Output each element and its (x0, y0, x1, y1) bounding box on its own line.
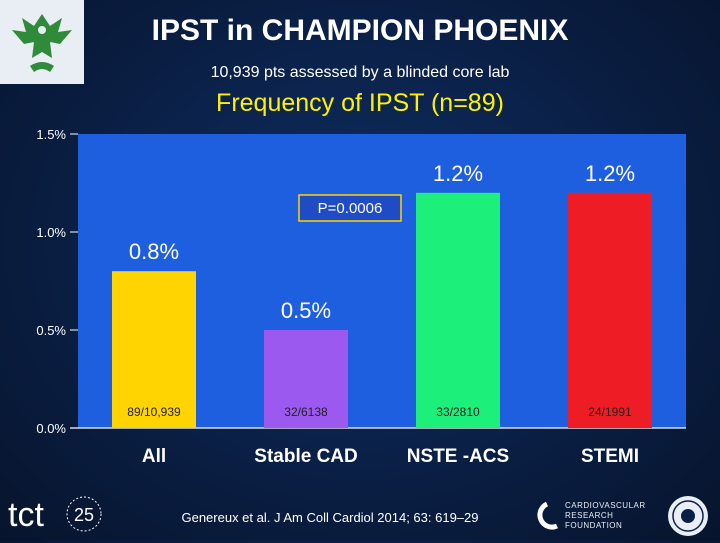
crf-line-1: CARDIOVASCULAR (565, 501, 646, 510)
bar-value-label: 0.8% (129, 239, 179, 264)
bar-chart: 0.0% 0.5% 1.0% 1.5% 0.8% 0.5% 1.2% 1.2% 89/10,… (36, 127, 686, 467)
y-tick-label: 1.0% (36, 225, 66, 240)
bar (568, 192, 652, 428)
y-tick-label: 0.5% (36, 323, 66, 338)
p-value-text: P=0.0006 (318, 200, 383, 217)
tct-logo-text: tct (8, 496, 44, 534)
annotation-box (298, 194, 402, 222)
crf-line-2: RESEARCH (565, 511, 613, 520)
y-tick-label: 1.5% (36, 127, 66, 142)
bar-count-label: 32/6138 (284, 405, 328, 419)
bar-count-label: 24/1991 (588, 405, 632, 419)
bar-value-label: 1.2% (585, 161, 635, 186)
seal-icon (666, 494, 710, 538)
slide-subtitle: 10,939 pts assessed by a blinded core la… (210, 64, 510, 81)
p-value-annotation: P=0.0006 (298, 194, 402, 222)
bar-count-label: 89/10,939 (127, 405, 181, 419)
crf-logo: CARDIOVASCULAR RESEARCH FOUNDATION (533, 498, 663, 534)
tct25-logo: tct 25 (6, 492, 106, 536)
bar-value-label: 0.5% (281, 298, 331, 323)
phoenix-logo (0, 0, 84, 84)
bar (264, 330, 348, 428)
category-label: All (142, 446, 166, 467)
crf-line-3: FOUNDATION (565, 521, 622, 530)
crf-swirl-icon (537, 501, 559, 530)
bar-value-label: 1.2% (433, 161, 483, 186)
y-axis-ticks: 0.0% 0.5% 1.0% 1.5% (36, 127, 78, 436)
chart-heading: Frequency of IPST (n=89) (216, 89, 504, 117)
y-tick-label: 0.0% (36, 421, 66, 436)
bar (112, 271, 196, 428)
bar-count-label: 33/2810 (436, 405, 480, 419)
slide-title: IPST in CHAMPION PHOENIX (151, 14, 569, 47)
ring-icon (66, 496, 102, 532)
category-label: Stable CAD (254, 446, 357, 467)
value-labels: 0.8% 0.5% 1.2% 1.2% (129, 161, 635, 323)
count-labels: 89/10,939 32/6138 33/2810 24/1991 (127, 405, 632, 419)
bar (416, 192, 500, 428)
category-label: NSTE -ACS (407, 446, 509, 467)
bars (112, 192, 652, 428)
tct-logo-number: 25 (74, 505, 94, 525)
phoenix-icon (12, 14, 72, 72)
category-label: STEMI (581, 446, 639, 467)
category-labels: All Stable CAD NSTE -ACS STEMI (142, 446, 639, 467)
citation: Genereux et al. J Am Coll Cardiol 2014; … (181, 510, 479, 525)
